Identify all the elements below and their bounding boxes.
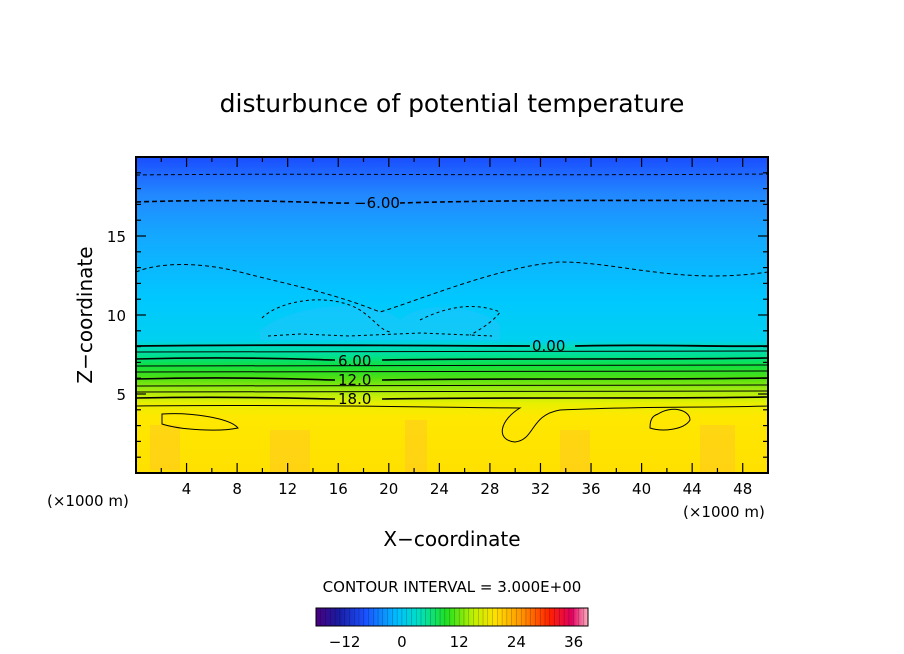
x-axis-ticks: 4 8 12 16 20 24 28 32 36 40 44 48 [160,157,752,498]
x-tick-label: 20 [379,480,398,498]
contour-line [136,173,768,176]
x-tick-label: 16 [329,480,348,498]
y-tick-label: 15 [107,228,126,246]
colorbar-tick-label: 36 [564,633,583,651]
contour-interval-text: CONTOUR INTERVAL = 3.000E+00 [323,578,582,596]
contour-line [161,413,239,431]
contour-line [136,344,768,348]
contour-label: −6.00 [354,194,400,212]
contour-line [136,199,768,204]
contour-line [136,350,768,353]
contour-labels: −6.00 0.00 6.00 12.0 18.0 [338,194,565,408]
colorbar-ticks: −12 0 12 24 36 [329,633,583,651]
y-axis-ticks: 5 10 15 [107,172,768,458]
x-tick-label: 28 [480,480,499,498]
colorbar-tick-label: 24 [507,633,526,651]
warm-patches [150,420,735,473]
contour-line [136,377,768,381]
colorbar-tick-label: 0 [397,633,407,651]
contour-label: 6.00 [338,352,371,370]
contour-label: 18.0 [338,390,371,408]
contour-line [649,408,691,431]
x-axis-unit-right: (×1000 m) [683,503,765,521]
contour-line [267,332,493,337]
colorbar [315,607,589,627]
x-tick-label: 44 [683,480,702,498]
mid-perturbation [260,306,500,340]
y-axis-label: Z−coordinate [73,246,97,383]
contour-line [261,299,501,336]
contour-line [136,261,768,313]
contour-line [136,396,768,400]
contour-line [136,357,768,361]
contour-line [136,404,768,443]
x-tick-label: 40 [632,480,651,498]
x-tick-label: 24 [430,480,449,498]
y-tick-label: 5 [116,386,126,404]
contour-label: 12.0 [338,371,371,389]
x-tick-label: 48 [733,480,752,498]
contour-line [136,370,768,373]
colorbar-stripes [320,608,584,626]
x-tick-label: 32 [531,480,550,498]
contour-line [136,364,768,367]
x-tick-label: 8 [232,480,242,498]
plot-area: −6.00 0.00 6.00 12.0 18.0 [136,157,768,473]
chart-title: disturbunce of potential temperature [220,89,685,118]
x-tick-label: 36 [581,480,600,498]
x-axis-label: X−coordinate [383,527,520,551]
x-axis-unit-left: (×1000 m) [47,492,129,510]
colorbar-tick-label: 12 [450,633,469,651]
x-tick-label: 12 [278,480,297,498]
contour-label: 0.00 [532,337,565,355]
contour-line [136,384,768,387]
heatmap-field [136,157,768,473]
contour-line [136,390,768,393]
contours [136,173,768,443]
x-tick-label: 4 [182,480,192,498]
y-tick-label: 10 [107,307,126,325]
colorbar-tick-label: −12 [329,633,361,651]
